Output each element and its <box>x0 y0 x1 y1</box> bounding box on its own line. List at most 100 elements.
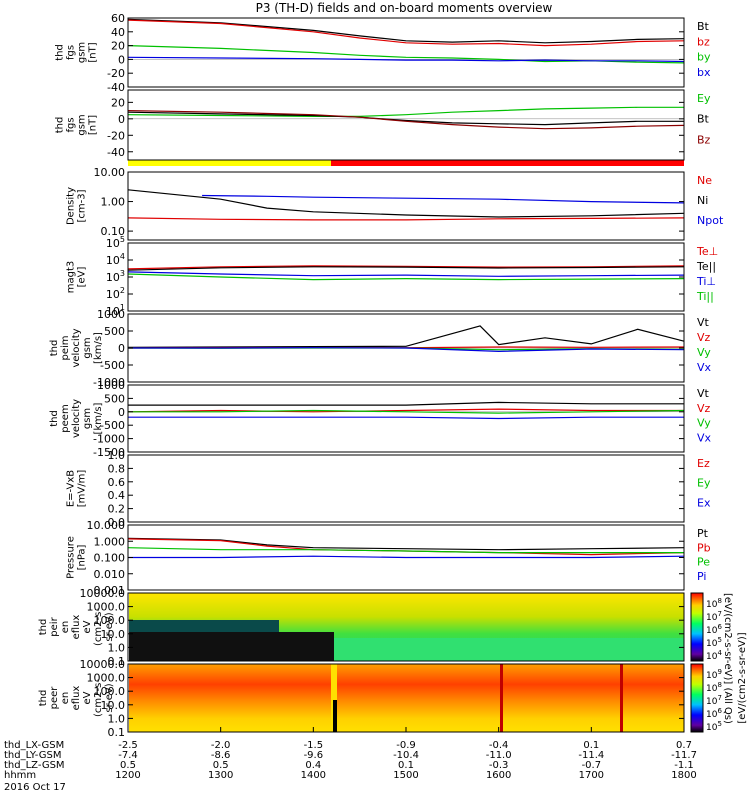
series-line-npot-panel-3 <box>202 194 685 204</box>
ion-colorbar-label: [eV/(cm2-s-sr-eV)] (All Qs) <box>722 593 733 724</box>
y-tick-label: -500 <box>100 359 125 372</box>
ephemeris-value: -2.5 <box>118 740 138 751</box>
ephemeris-value: -9.6 <box>304 750 324 761</box>
y-axis-title-line: thd <box>55 117 66 134</box>
y-axis-title-line: [nT] <box>88 42 99 62</box>
y-axis-title-line: [cm-3] <box>77 189 88 222</box>
y-tick-label: 0.0 <box>108 516 126 529</box>
y-tick-label: 1000.0 <box>87 672 126 685</box>
series-line-bx-panel-1 <box>127 56 685 63</box>
legend-label: Ne <box>697 174 712 187</box>
legend-label: Ti⊥ <box>696 275 716 288</box>
y-axis-title-line: peer <box>49 686 60 710</box>
y-tick-label: 10.0 <box>101 628 126 641</box>
y-axis-title-line: thd <box>38 690 49 707</box>
y-tick-label: -40 <box>107 146 125 159</box>
y-axis-title-line: [mV/m] <box>77 470 88 508</box>
y-tick-label: 1000.0 <box>87 601 126 614</box>
y-tick-label: 1.0 <box>108 712 126 725</box>
y-tick-label: 103 <box>106 269 125 284</box>
colorbar-tick-label: 107 <box>706 694 722 707</box>
ephemeris-value: -0.7 <box>582 760 602 771</box>
series-line-bt-panel-2 <box>127 111 684 126</box>
y-axis-title-line: en <box>60 692 71 705</box>
y-axis-title-line: sr-eV) <box>104 612 115 641</box>
legend-label: Vt <box>697 316 710 329</box>
y-axis-title-line: magt3 <box>66 261 77 294</box>
series-line-vz-panel-6 <box>127 408 684 413</box>
colorbar-tick-label: 105 <box>706 720 722 733</box>
y-axis-title-line: thd <box>38 619 49 636</box>
series-line-vx-panel-6 <box>128 416 684 420</box>
ephemeris-value: -1.5 <box>304 740 324 751</box>
y-tick-label: 0 <box>118 53 125 66</box>
y-tick-label: 0.100 <box>94 552 126 565</box>
series-line-ti-panel-4 <box>127 271 685 277</box>
ion-spectrogram-lowenergy <box>129 620 684 661</box>
ephemeris-row-label: thd_LY-GSM <box>4 750 61 761</box>
colorbar-tick-label: 107 <box>706 610 722 623</box>
legend-label: Vy <box>697 417 711 430</box>
legend-label: Ex <box>697 496 711 509</box>
legend-label: Pb <box>697 541 711 554</box>
ephemeris-value: -10.4 <box>393 750 419 761</box>
y-tick-label: 0.1 <box>108 726 126 739</box>
y-tick-label: 10000.0 <box>80 587 126 600</box>
electron-colorbar <box>690 663 704 733</box>
colorbar-tick-label: 104 <box>706 649 722 662</box>
colorbar-tick-label: 106 <box>706 707 722 720</box>
series-line-pe-panel-8 <box>127 547 684 554</box>
y-tick-label: -500 <box>100 419 125 432</box>
y-axis-title-line: (cm2-s- <box>93 608 104 646</box>
y-axis-title-line: peem <box>60 404 71 432</box>
electron-spectrogram-features <box>331 664 623 732</box>
y-tick-label: 10.00 <box>94 166 126 179</box>
y-tick-label: -40 <box>107 81 125 94</box>
colorbar-tick-label: 108 <box>706 597 722 610</box>
legend-label: Pi <box>697 570 706 583</box>
y-axis-title-line: peim <box>60 335 71 360</box>
y-tick-label: -1000 <box>93 433 125 446</box>
y-tick-label: 0.4 <box>108 489 126 502</box>
series-line-bz-panel-2 <box>127 110 685 130</box>
series-line-ni-panel-3 <box>127 189 685 218</box>
legend-label: bx <box>697 66 711 79</box>
ephemeris-value: 0.7 <box>676 740 692 751</box>
legend-label: Vz <box>697 402 711 415</box>
legend-label: Bt <box>697 113 710 126</box>
y-axis-title-line: [nPa] <box>77 544 88 570</box>
y-tick-label: -1500 <box>93 446 125 459</box>
colorbar-tick-label: 108 <box>706 681 722 694</box>
y-tick-label: 1000 <box>97 379 125 392</box>
y-axis-title-line: eV <box>82 691 93 704</box>
y-tick-label: 0.10 <box>101 225 126 238</box>
y-axis-title-line: Density <box>66 187 77 225</box>
ephemeris-value: -7.4 <box>118 750 138 761</box>
y-tick-label: 104 <box>106 252 125 267</box>
y-axis-title-line: thd <box>55 44 66 61</box>
x-tick-label: 1500 <box>393 770 418 781</box>
y-tick-label: 10000.0 <box>80 658 126 671</box>
legend-label: Vx <box>697 431 712 444</box>
legend-label: Bz <box>697 133 711 146</box>
series-line-te-panel-4 <box>127 265 685 270</box>
x-axis-title: hhmm <box>4 770 36 781</box>
y-axis-title-line: gsm <box>82 408 93 429</box>
series-line-vx-panel-5 <box>128 347 685 353</box>
legend-label: Vt <box>697 387 710 400</box>
y-tick-label: 0 <box>118 406 125 419</box>
legend-label: Vz <box>697 331 711 344</box>
ephemeris-row-label: thd_LX-GSM <box>4 740 64 751</box>
ephemeris-value: 0.4 <box>305 760 321 771</box>
y-axis-title-line: gsm <box>77 114 88 135</box>
x-tick-label: 1300 <box>208 770 233 781</box>
y-axis-title-line: sr-eV) <box>104 683 115 712</box>
y-tick-label: 0.1 <box>108 655 126 668</box>
ephemeris-value: -11.7 <box>671 750 697 761</box>
series-line-pi-panel-8 <box>128 555 685 559</box>
series-line-bz-panel-1 <box>127 19 685 47</box>
y-axis-title-line: peir <box>49 616 60 636</box>
legend-label: by <box>697 51 711 64</box>
y-tick-label: 1.00 <box>101 196 126 209</box>
